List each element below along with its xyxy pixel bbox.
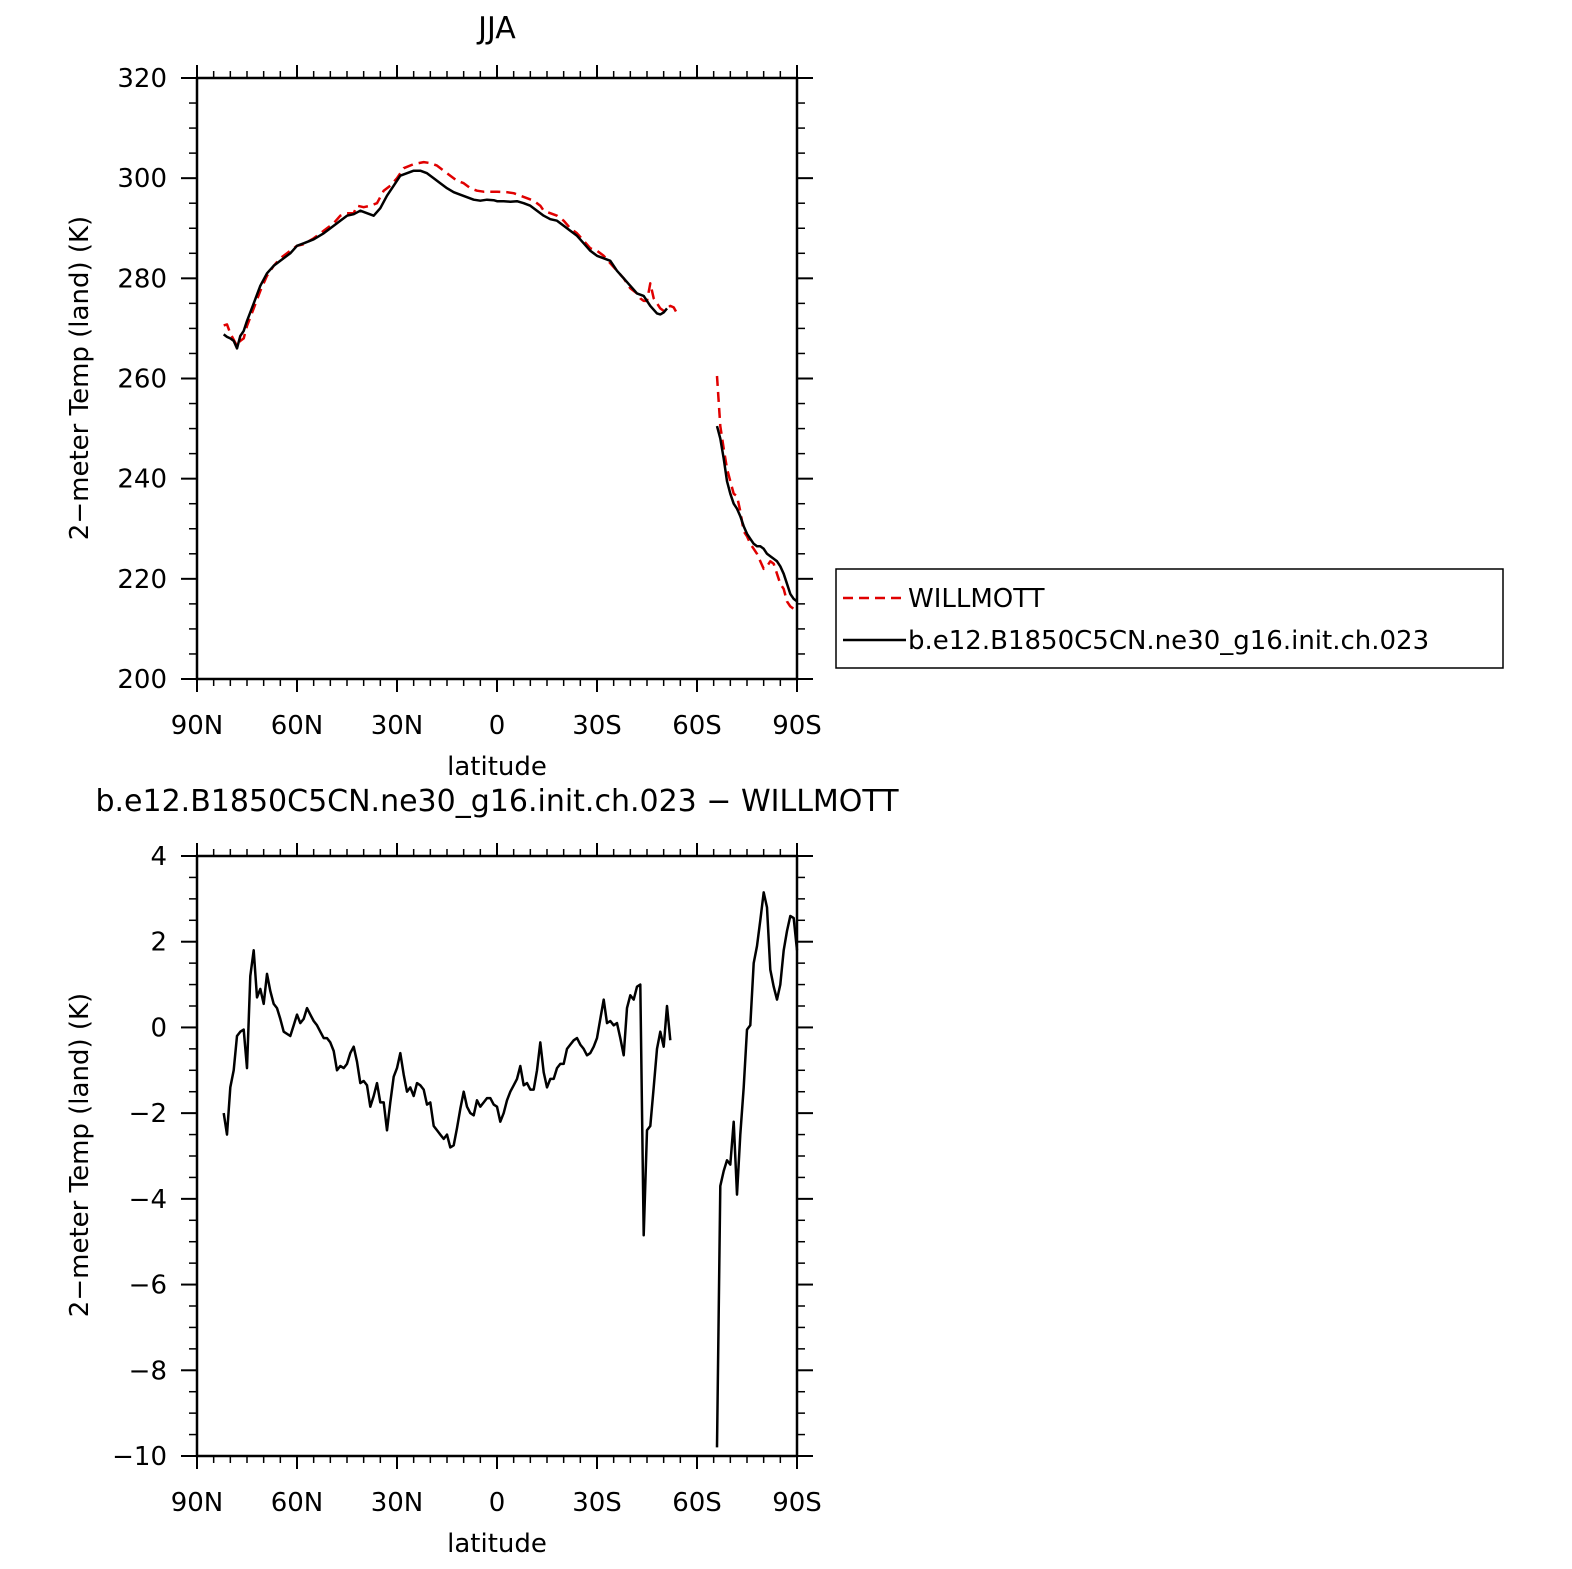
legend-label-model: b.e12.B1850C5CN.ne30_g16.init.ch.023 <box>908 626 1429 656</box>
top-chart-title: JJA <box>476 11 516 46</box>
top-x-axis-label: latitude <box>447 752 547 782</box>
bottom-y-tick-label: 4 <box>150 842 167 872</box>
bottom-x-axis-label: latitude <box>447 1529 547 1559</box>
bottom-y-axis-label: 2−meter Temp (land) (K) <box>65 993 95 1317</box>
top-y-tick-label: 280 <box>117 264 167 294</box>
bottom-x-tick-label: 90N <box>171 1488 224 1518</box>
bottom-x-tick-label: 90S <box>772 1488 822 1518</box>
bottom-x-tick-label: 30S <box>572 1488 622 1518</box>
bottom-y-tick-label: −10 <box>112 1442 167 1472</box>
top-plot-area: 90N 60N 30N 0 30S 60S 90S 200 220 240 260 280 300 320 <box>117 64 821 741</box>
bottom-y-tick-label: −8 <box>129 1356 167 1386</box>
difference-chart-panel: b.e12.B1850C5CN.ne30_g16.init.ch.023 − W… <box>65 784 899 1559</box>
bottom-chart-title: b.e12.B1850C5CN.ne30_g16.init.ch.023 − W… <box>95 784 899 819</box>
bottom-y-tick-label: −6 <box>129 1271 167 1301</box>
bottom-series-line-difference <box>715 891 799 1448</box>
bottom-x-tick-label: 60S <box>672 1488 722 1518</box>
top-y-axis-label: 2−meter Temp (land) (K) <box>65 216 95 540</box>
temperature-chart-panel: JJA 90N 60N 30N 0 30S 60S 90S 200 220 240 260 280 30… <box>65 11 1504 782</box>
top-y-tick-label: 320 <box>117 64 167 94</box>
bottom-x-tick-label: 30N <box>371 1488 424 1518</box>
legend: WILLMOTT b.e12.B1850C5CN.ne30_g16.init.c… <box>835 568 1504 669</box>
top-series-line-willmott <box>715 375 798 611</box>
top-y-tick-label: 220 <box>117 565 167 595</box>
top-x-tick-label: 60S <box>672 711 722 741</box>
bottom-y-tick-label: −4 <box>129 1185 167 1215</box>
bottom-plot-area: 90N 60N 30N 0 30S 60S 90S −10 −8 −6 −4 −2 0 2 4 <box>112 842 822 1518</box>
bottom-x-tick-label: 60N <box>271 1488 324 1518</box>
top-y-tick-label: 260 <box>117 365 167 395</box>
legend-label-willmott: WILLMOTT <box>908 584 1045 614</box>
top-y-tick-label: 240 <box>117 465 167 495</box>
bottom-y-tick-label: −2 <box>129 1099 167 1129</box>
top-y-tick-label: 200 <box>117 665 167 695</box>
legend-box <box>835 568 1504 669</box>
top-y-tick-label: 300 <box>117 164 167 194</box>
bottom-y-tick-label: 2 <box>150 928 167 958</box>
top-series-line-b-e12-b1850c5cn-ne30-g16-init-ch-023 <box>222 169 668 350</box>
top-x-tick-label: 90S <box>772 711 822 741</box>
top-x-tick-label: 0 <box>489 711 506 741</box>
bottom-series-line-difference <box>222 949 672 1237</box>
top-x-tick-label: 30S <box>572 711 622 741</box>
top-x-tick-label: 60N <box>271 711 324 741</box>
top-x-tick-label: 90N <box>171 711 224 741</box>
bottom-y-tick-label: 0 <box>150 1013 167 1043</box>
bottom-x-tick-label: 0 <box>489 1488 506 1518</box>
top-x-tick-label: 30N <box>371 711 424 741</box>
top-series-line-b-e12-b1850c5cn-ne30-g16-init-ch-023 <box>715 425 798 603</box>
